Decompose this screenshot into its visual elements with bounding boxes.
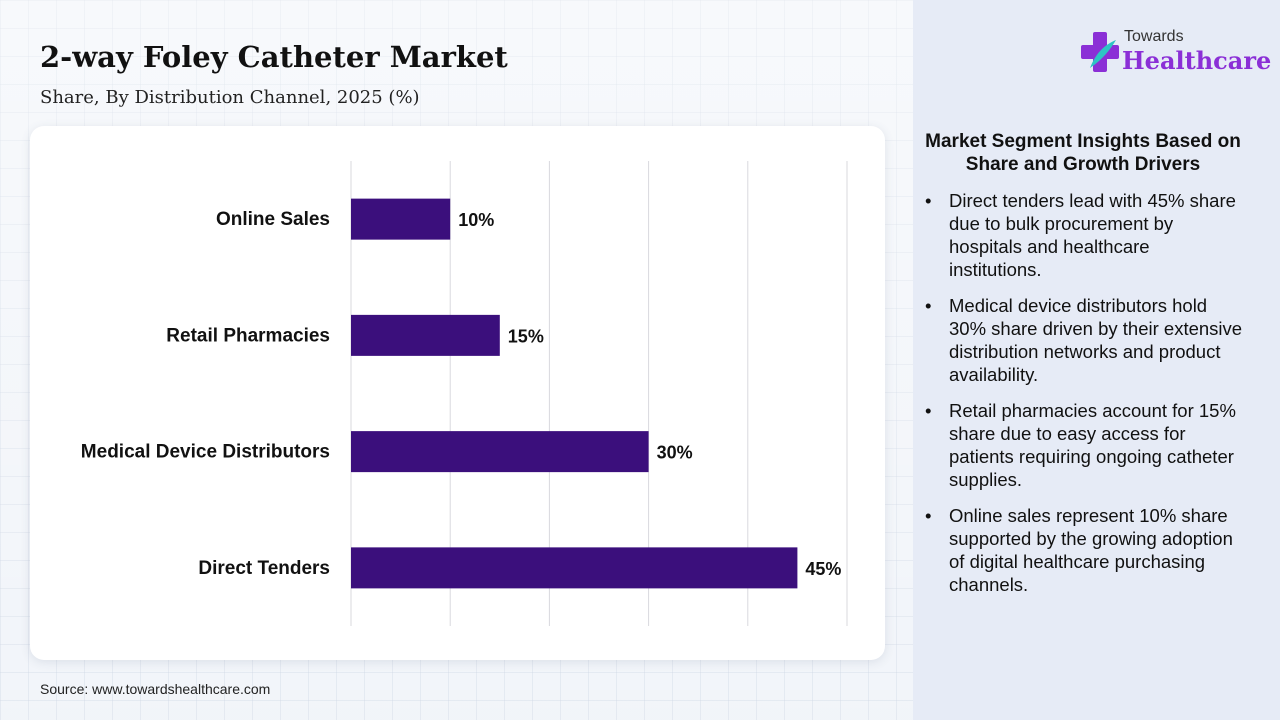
insights-panel [913,0,1280,720]
value-label: 15% [508,326,544,346]
source-note: Source: www.towardshealthcare.com [40,681,271,697]
bullet-icon: • [925,295,932,316]
brand-logo: Towards Healthcare [1080,28,1271,78]
insight-text: Direct tenders lead with 45% share due t… [949,190,1236,280]
bar [351,547,798,589]
bullet-icon: • [925,190,932,211]
chart-subtitle: Share, By Distribution Channel, 2025 (%) [40,87,420,108]
insights-heading: Market Segment Insights Based on Share a… [925,131,1241,175]
bar [351,431,649,473]
logo-text-main: Healthcare [1122,46,1272,75]
chart-title: 2-way Foley Catheter Market [40,40,508,74]
insight-text: Retail pharmacies account for 15% share … [949,400,1236,490]
insight-item: • Online sales represent 10% share suppor… [925,504,1245,596]
value-label: 10% [458,210,494,230]
bar [351,198,451,240]
bullet-icon: • [925,505,932,526]
insights-list: • Direct tenders lead with 45% share due … [925,189,1245,609]
logo-text-top: Towards [1124,28,1184,45]
category-label: Online Sales [216,209,330,230]
insight-item: • Retail pharmacies account for 15% share… [925,399,1245,491]
medical-cross-icon [1081,32,1119,72]
category-label: Retail Pharmacies [166,325,330,346]
bullet-icon: • [925,400,932,421]
insight-text: Online sales represent 10% share support… [949,505,1233,595]
value-label: 45% [805,559,841,579]
category-label: Direct Tenders [198,558,330,579]
insight-item: • Medical device distributors hold 30% sh… [925,294,1245,386]
insight-item: • Direct tenders lead with 45% share due … [925,189,1245,281]
bar [351,314,500,356]
category-label: Medical Device Distributors [81,442,330,463]
bar-chart: Online Sales 10% Retail Pharmacies 15% Medic… [81,161,848,626]
insight-text: Medical device distributors hold 30% sha… [949,295,1243,385]
chart-card: Online Sales 10% Retail Pharmacies 15% Medic… [30,126,885,660]
value-label: 30% [657,443,693,463]
